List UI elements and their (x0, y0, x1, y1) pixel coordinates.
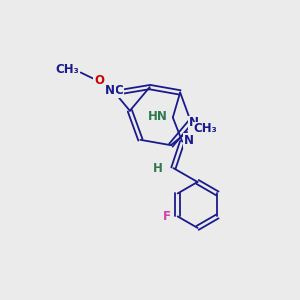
Text: N: N (184, 134, 194, 147)
Text: F: F (163, 210, 171, 223)
Text: HN: HN (148, 110, 167, 123)
Text: C: C (114, 84, 123, 98)
Text: N: N (189, 116, 199, 130)
Text: CH₃: CH₃ (56, 63, 79, 76)
Text: H: H (153, 162, 163, 175)
Text: CH₃: CH₃ (194, 122, 217, 136)
Text: O: O (94, 74, 104, 87)
Text: N: N (105, 84, 115, 98)
